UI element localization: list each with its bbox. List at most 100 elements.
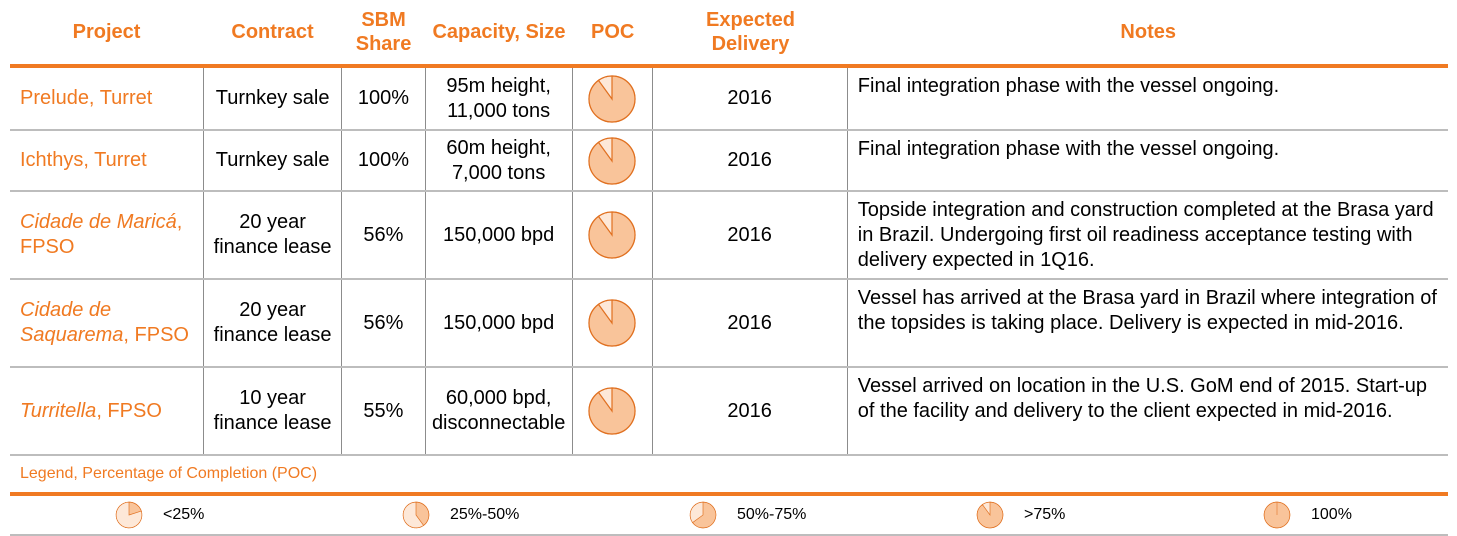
pie-remaining-arc: [598, 387, 613, 393]
legend-item: >75%: [871, 501, 1158, 529]
header-divider: [10, 64, 1448, 68]
capacity-cell: 60m height, 7,000 tons: [426, 131, 573, 190]
capacity-line1: 95m height,: [446, 74, 551, 97]
legend-pie-icon: [1263, 501, 1291, 529]
project-name-suffix: Ichthys, Turret: [20, 149, 147, 171]
table-row: Cidade de Maricá, FPSO 20 year finance lea…: [10, 192, 1448, 280]
header-sbm-share: SBM Share: [342, 0, 425, 64]
contract-line1: 10 year: [239, 387, 306, 409]
table-header: Project Contract SBM Share Capacity, Siz…: [10, 0, 1448, 64]
pie-slice: [588, 299, 636, 347]
project-name-suffix: , FPSO: [123, 324, 189, 346]
project-name-suffix: Prelude, Turret: [20, 87, 153, 109]
legend-label: 50%-75%: [737, 506, 807, 523]
sbm-share-cell: 56%: [342, 280, 426, 366]
capacity-line1: 60,000 bpd,: [445, 387, 552, 409]
contract-line1: 20 year: [239, 299, 306, 321]
capacity-line2: disconnectable: [431, 412, 566, 434]
contract-line1: Turnkey sale: [215, 87, 330, 109]
header-notes: Notes: [1120, 21, 1176, 43]
poc-pie-icon: [588, 299, 636, 347]
poc-pie-icon: [588, 211, 636, 259]
contract-line2: finance lease: [213, 412, 332, 434]
project-name-italic: Cidade de Maricá: [20, 211, 177, 233]
legend-label: 25%-50%: [450, 506, 520, 523]
delivery-cell: 2016: [653, 280, 848, 366]
legend-item: 50%-75%: [584, 501, 871, 529]
pie-remaining-arc: [598, 299, 613, 305]
table-row: Turritella, FPSO 10 year finance lease 55% 6…: [10, 368, 1448, 456]
legend-item: 25%-50%: [297, 501, 584, 529]
pie-slice: [588, 387, 636, 435]
capacity-line2: 7,000 tons: [451, 161, 546, 184]
contract-line1: Turnkey sale: [215, 149, 330, 171]
legend-divider: [10, 492, 1448, 496]
header-poc: POC: [591, 21, 635, 43]
notes-cell: Final integration phase with the vessel …: [857, 138, 1280, 160]
notes-cell: Vessel arrived on location in the U.S. G…: [857, 375, 1427, 422]
legend-pie-icon: [402, 501, 430, 529]
poc-cell: [573, 368, 653, 454]
poc-cell: [573, 280, 653, 366]
contract-line1: 20 year: [239, 211, 306, 233]
legend: <25% 25%-50% 50%-75% >75% 100%: [10, 496, 1448, 536]
contract-cell: 10 year finance lease: [204, 368, 343, 454]
pie-slice: [588, 74, 636, 123]
table-row: Ichthys, Turret Turnkey sale 100% 60m heigh…: [10, 131, 1448, 192]
table-row: Cidade de Saquarema, FPSO 20 year finance …: [10, 280, 1448, 368]
delivery-cell: 2016: [653, 368, 848, 454]
delivery-cell: 2016: [653, 68, 848, 129]
header-sbm-share-line1: SBM: [361, 9, 406, 31]
contract-cell: Turnkey sale: [204, 131, 343, 190]
project-name: Cidade de Saquarema, FPSO: [20, 298, 203, 348]
legend-pie-icon: [976, 501, 1004, 529]
project-name: Turritella, FPSO: [20, 399, 162, 424]
pie-remaining-arc: [115, 501, 143, 529]
capacity-line1: 60m height,: [446, 136, 551, 159]
capacity-line2: 11,000 tons: [447, 99, 551, 122]
pie-slice: [588, 136, 636, 185]
project-cell: Turritella, FPSO: [10, 368, 204, 454]
poc-pie-icon: [588, 74, 636, 123]
project-name-suffix: , FPSO: [20, 211, 183, 258]
capacity-cell: 60,000 bpd, disconnectable: [426, 368, 573, 454]
header-capacity: Capacity, Size: [432, 21, 566, 43]
pie-remaining-arc: [598, 75, 613, 81]
pie-remaining-arc: [598, 211, 613, 217]
project-cell: Prelude, Turret: [10, 68, 204, 129]
poc-cell: [573, 68, 653, 129]
pie-slice: [128, 501, 142, 516]
legend-pie-icon: [115, 501, 143, 529]
capacity-cell: 150,000 bpd: [426, 280, 573, 366]
capacity-line1: 150,000 bpd: [443, 223, 555, 246]
sbm-share-cell: 100%: [342, 131, 426, 190]
legend-label: <25%: [163, 506, 205, 523]
contract-line2: finance lease: [213, 324, 332, 346]
legend-item: 100%: [1158, 501, 1445, 529]
contract-cell: Turnkey sale: [204, 68, 343, 129]
header-delivery-line2: Delivery: [711, 33, 790, 55]
project-cell: Cidade de Maricá, FPSO: [10, 192, 204, 278]
poc-cell: [573, 192, 653, 278]
project-name: Ichthys, Turret: [20, 148, 147, 173]
header-sbm-share-line2: Share: [355, 33, 412, 55]
legend-title: Legend, Percentage of Completion (POC): [20, 465, 318, 482]
legend-item: <25%: [10, 501, 297, 529]
pie-remaining-arc: [689, 501, 704, 523]
projects-table: Project Contract SBM Share Capacity, Siz…: [10, 0, 1448, 536]
project-name-italic: Turritella: [20, 399, 97, 422]
header-delivery-line1: Expected: [706, 9, 795, 31]
project-cell: Ichthys, Turret: [10, 131, 204, 190]
legend-label: >75%: [1024, 506, 1066, 523]
sbm-share-cell: 56%: [342, 192, 426, 278]
contract-cell: 20 year finance lease: [204, 280, 343, 366]
contract-line2: finance lease: [213, 236, 332, 258]
poc-pie-icon: [588, 136, 636, 185]
pie-remaining-arc: [598, 137, 613, 143]
pie-remaining-arc: [982, 501, 991, 505]
sbm-share-cell: 100%: [342, 68, 426, 129]
capacity-cell: 150,000 bpd: [426, 192, 573, 278]
pie-slice: [692, 501, 717, 529]
poc-cell: [573, 131, 653, 190]
legend-label: 100%: [1311, 506, 1352, 523]
